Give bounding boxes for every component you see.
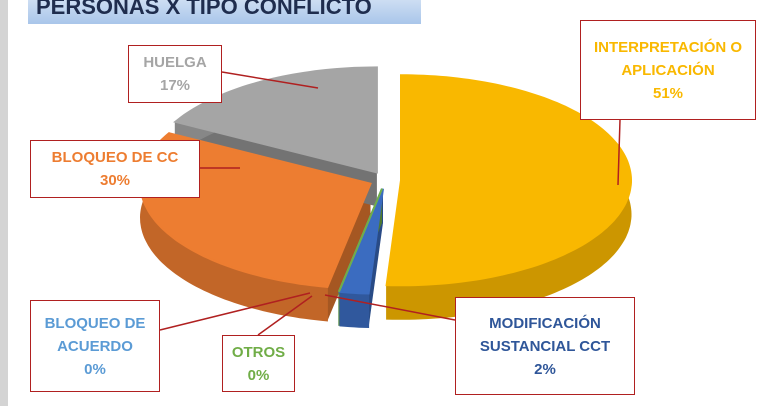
label-name: BLOQUEO DE ACUERDO (44, 314, 146, 355)
pie-slice (337, 188, 383, 293)
label-name: INTERPRETACIÓN O APLICACIÓN (593, 38, 743, 79)
data-label: MODIFICACIÓN SUSTANCIAL CCT 2% (455, 297, 635, 395)
label-value: 17% (159, 77, 191, 94)
data-label: OTROS 0% (222, 335, 295, 392)
leader-line (221, 71, 319, 89)
pie-slice (173, 66, 378, 174)
data-label: INTERPRETACIÓN O APLICACIÓN 51% (580, 20, 756, 120)
slice-radial-wall (327, 183, 371, 321)
slice-tops (139, 66, 632, 295)
label-value: 51% (652, 84, 684, 102)
label-value: 0% (84, 360, 106, 378)
leader-line (324, 294, 456, 321)
label-name: MODIFICACIÓN SUSTANCIAL CCT (479, 314, 611, 355)
leader-line (257, 295, 313, 336)
label-name: HUELGA (143, 54, 207, 71)
data-label: BLOQUEO DE ACUERDO 0% (30, 300, 160, 392)
side-bar (0, 0, 8, 406)
slice-outer-wall (339, 291, 370, 329)
pie-slice (338, 188, 384, 295)
leader-line (617, 119, 621, 186)
pie-slice (385, 74, 632, 287)
label-value: 30% (99, 172, 131, 189)
label-value: 0% (247, 366, 270, 384)
data-label: HUELGA 17% (128, 45, 222, 103)
leader-line (159, 292, 311, 331)
data-label: BLOQUEO DE CC 30% (30, 140, 200, 198)
label-name: BLOQUEO DE CC (51, 149, 179, 166)
chart-title: PERSONAS X TIPO CONFLICTO (28, 0, 421, 24)
label-name: OTROS (231, 343, 286, 361)
label-value: 2% (534, 360, 556, 378)
